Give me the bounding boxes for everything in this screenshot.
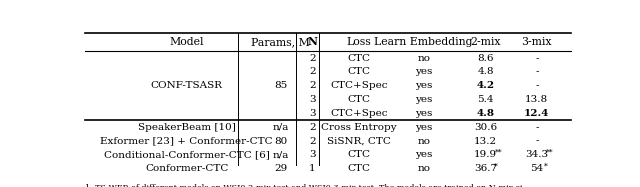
- Text: 8.6: 8.6: [477, 54, 494, 63]
- Text: CTC+Spec: CTC+Spec: [330, 81, 387, 90]
- Text: -: -: [535, 68, 539, 76]
- Text: Model: Model: [170, 37, 204, 47]
- Text: 12.4: 12.4: [524, 109, 550, 118]
- Text: 13.2: 13.2: [474, 137, 497, 146]
- Text: CTC: CTC: [348, 164, 371, 173]
- Text: 3: 3: [309, 95, 316, 104]
- Text: 85: 85: [275, 81, 287, 90]
- Text: no: no: [417, 54, 430, 63]
- Text: SiSNR, CTC: SiSNR, CTC: [327, 137, 390, 146]
- Text: 13.8: 13.8: [525, 95, 548, 104]
- Text: 29: 29: [275, 164, 287, 173]
- Text: 4.8: 4.8: [477, 109, 495, 118]
- Text: 1: 1: [309, 164, 316, 173]
- Text: CTC: CTC: [348, 95, 371, 104]
- Text: 34.3: 34.3: [525, 150, 548, 159]
- Text: yes: yes: [415, 68, 433, 76]
- Text: 3: 3: [309, 109, 316, 118]
- Text: Conditional-Conformer-CTC [6]: Conditional-Conformer-CTC [6]: [104, 150, 269, 159]
- Text: 3-mix: 3-mix: [522, 37, 552, 47]
- Text: yes: yes: [415, 81, 433, 90]
- Text: yes: yes: [415, 150, 433, 159]
- Text: *: *: [493, 163, 497, 171]
- Text: -: -: [535, 54, 539, 63]
- Text: -: -: [535, 81, 539, 90]
- Text: n/a: n/a: [273, 150, 289, 159]
- Text: 30.6: 30.6: [474, 123, 497, 132]
- Text: CTC: CTC: [348, 54, 371, 63]
- Text: Conformer-CTC: Conformer-CTC: [145, 164, 228, 173]
- Text: **: **: [546, 149, 553, 157]
- Text: yes: yes: [415, 123, 433, 132]
- Text: *: *: [544, 163, 547, 171]
- Text: 4.2: 4.2: [477, 81, 495, 90]
- Text: 4.8: 4.8: [477, 68, 494, 76]
- Text: 2: 2: [309, 137, 316, 146]
- Text: 54: 54: [530, 164, 543, 173]
- Text: CTC: CTC: [348, 150, 371, 159]
- Text: 2: 2: [309, 54, 316, 63]
- Text: n/a: n/a: [273, 123, 289, 132]
- Text: no: no: [417, 164, 430, 173]
- Text: yes: yes: [415, 95, 433, 104]
- Text: Exformer [23] + Conformer-CTC: Exformer [23] + Conformer-CTC: [100, 137, 273, 146]
- Text: SpeakerBeam [10]: SpeakerBeam [10]: [138, 123, 236, 132]
- Text: Params, M: Params, M: [252, 37, 310, 47]
- Text: CTC: CTC: [348, 68, 371, 76]
- Text: -: -: [535, 137, 539, 146]
- Text: 1  TS-WER of different models on WSJ0-2-mix test and WSJ0-3-mix test. The models: 1 TS-WER of different models on WSJ0-2-m…: [85, 184, 530, 187]
- Text: CTC+Spec: CTC+Spec: [330, 109, 387, 118]
- Text: 2: 2: [309, 68, 316, 76]
- Text: no: no: [417, 137, 430, 146]
- Text: yes: yes: [415, 109, 433, 118]
- Text: 3: 3: [309, 150, 316, 159]
- Text: -: -: [535, 123, 539, 132]
- Text: 36.7: 36.7: [474, 164, 497, 173]
- Text: Loss: Loss: [346, 37, 371, 47]
- Text: Cross Entropy: Cross Entropy: [321, 123, 397, 132]
- Text: 2: 2: [309, 123, 316, 132]
- Text: CONF-TSASR: CONF-TSASR: [150, 81, 223, 90]
- Text: N: N: [307, 36, 317, 47]
- Text: 19.9: 19.9: [474, 150, 497, 159]
- Text: Learn Embedding: Learn Embedding: [374, 37, 473, 47]
- Text: 2: 2: [309, 81, 316, 90]
- Text: **: **: [495, 149, 502, 157]
- Text: 80: 80: [275, 137, 287, 146]
- Text: 2-mix: 2-mix: [470, 37, 501, 47]
- Text: 5.4: 5.4: [477, 95, 494, 104]
